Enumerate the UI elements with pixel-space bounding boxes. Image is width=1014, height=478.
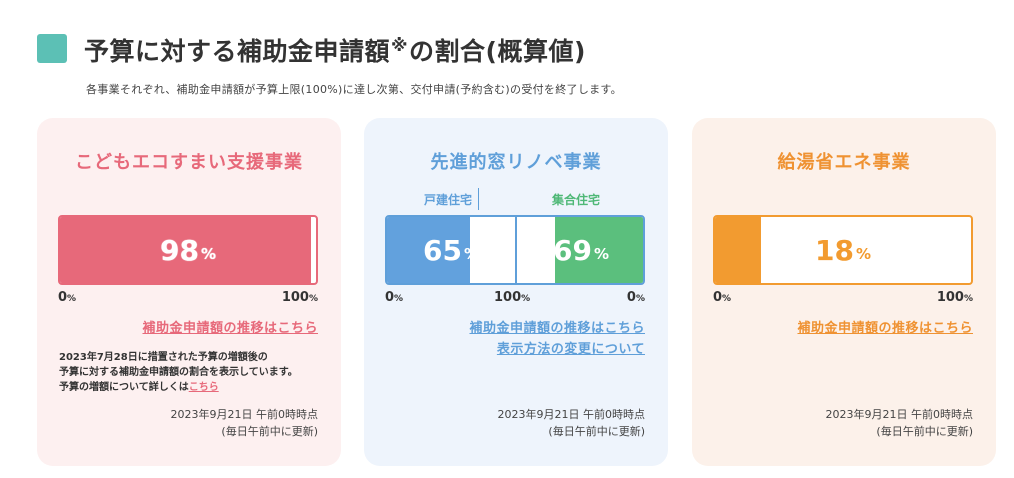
trend-link[interactable]: 補助金申請額の推移はこちら <box>469 321 645 336</box>
axis-mid-label: 100% <box>494 290 531 305</box>
card-title: 給湯省エネ事業 <box>777 152 911 173</box>
axis-min-label: 0% <box>713 290 732 305</box>
axis-left-label: 0% <box>385 290 404 305</box>
house-label: 戸建住宅 <box>424 193 473 207</box>
update-timestamp: 2023年9月21日 午前0時時点 (毎日午前中に更新) <box>497 408 645 438</box>
bar-divider <box>515 217 517 283</box>
house-half <box>387 217 515 283</box>
axis-max-label: 100% <box>936 290 973 305</box>
title-marker <box>37 34 67 63</box>
progress-bar: 18% <box>713 215 973 285</box>
progress-fill <box>60 217 311 283</box>
split-progress-bar: 65% 69% <box>385 215 645 285</box>
axis-max-label: 100% <box>281 290 318 305</box>
trend-link[interactable]: 補助金申請額の推移はこちら <box>797 321 973 336</box>
progress-fill <box>715 217 762 283</box>
budget-note: 2023年7月28日に措置された予算の増額後の 予算に対する補助金申請額の割合を… <box>59 352 298 393</box>
axis-right-label: 0% <box>626 290 645 305</box>
page-subtitle: 各事業それぞれ、補助金申請額が予算上限(100%)に達し次第、交付申請(予約含む… <box>86 83 622 96</box>
card-water-heater: 給湯省エネ事業 18% 0% 100% 補助金申請額の推移はこちら 2023年9… <box>692 118 996 466</box>
page-title: 予算に対する補助金申請額※の割合(概算値) <box>84 36 586 66</box>
card-window-renovation: 先進的窓リノベ事業 戸建住宅 集合住宅 65% 69% 0% 100% 0% 補… <box>364 118 668 466</box>
update-timestamp: 2023年9月21日 午前0時時点 (毎日午前中に更新) <box>170 408 318 438</box>
progress-percent: 18% <box>815 233 871 267</box>
house-progress-fill <box>387 217 471 283</box>
label-tick <box>478 188 479 210</box>
house-percent: 65% <box>423 233 479 267</box>
apartment-percent: 69% <box>553 233 609 267</box>
card-title: 先進的窓リノベ事業 <box>430 152 602 173</box>
progress-bar: 98% <box>58 215 318 285</box>
card-kodomo-eco: こどもエコすまい支援事業 98% 0% 100% 補助金申請額の推移はこちら 2… <box>37 118 341 466</box>
display-change-link[interactable]: 表示方法の変更について <box>496 342 645 357</box>
apartment-half <box>515 217 643 283</box>
update-timestamp: 2023年9月21日 午前0時時点 (毎日午前中に更新) <box>825 408 973 438</box>
budget-details-link[interactable]: こちら <box>188 382 219 393</box>
trend-link[interactable]: 補助金申請額の推移はこちら <box>142 321 318 336</box>
progress-percent: 98% <box>160 233 216 267</box>
page-header: 予算に対する補助金申請額※の割合(概算値) <box>37 28 997 68</box>
axis-min-label: 0% <box>58 290 77 305</box>
card-title: こどもエコすまい支援事業 <box>75 152 303 173</box>
apartment-progress-fill <box>554 217 643 283</box>
apartment-label: 集合住宅 <box>552 193 601 207</box>
